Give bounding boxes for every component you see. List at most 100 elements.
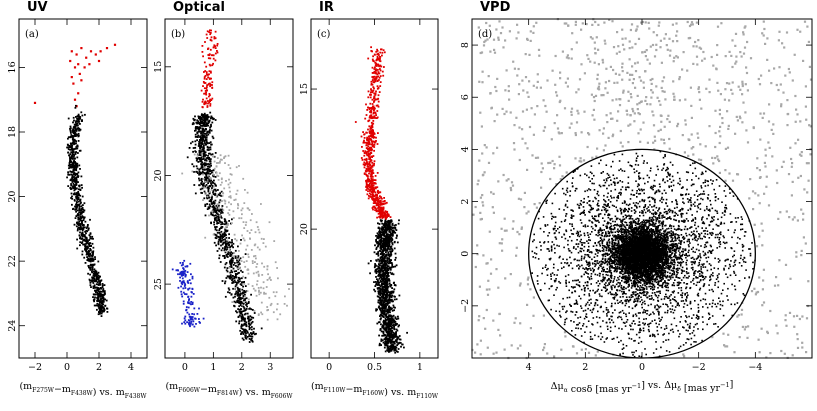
data-point xyxy=(179,280,181,282)
data-point xyxy=(71,164,74,166)
data-point xyxy=(204,151,207,154)
data-point xyxy=(762,279,765,282)
data-point xyxy=(209,104,212,107)
data-point xyxy=(678,99,681,102)
data-point xyxy=(479,339,482,342)
data-point xyxy=(69,148,72,151)
data-point xyxy=(239,329,242,332)
data-point xyxy=(650,82,653,85)
data-point xyxy=(619,129,622,133)
data-point xyxy=(185,306,188,308)
data-point xyxy=(390,296,393,298)
data-point xyxy=(229,195,232,197)
data-point xyxy=(374,71,377,74)
data-point xyxy=(208,101,210,104)
data-point xyxy=(393,247,396,250)
data-point xyxy=(389,271,392,274)
data-point xyxy=(374,202,377,204)
data-point xyxy=(73,184,76,186)
data-point xyxy=(389,336,392,338)
data-point xyxy=(199,152,202,154)
data-point xyxy=(594,354,597,357)
data-point xyxy=(218,201,221,204)
data-point xyxy=(241,291,244,294)
data-point xyxy=(202,144,205,147)
data-point xyxy=(77,191,80,193)
data-point xyxy=(793,325,796,328)
data-point xyxy=(214,119,217,121)
data-point xyxy=(228,248,231,251)
data-point xyxy=(198,307,200,310)
data-point xyxy=(87,224,89,226)
data-point xyxy=(216,250,219,252)
data-point xyxy=(513,124,516,127)
data-point xyxy=(378,281,380,284)
data-point xyxy=(383,51,386,54)
data-point xyxy=(219,154,222,157)
data-point xyxy=(598,82,601,85)
data-point xyxy=(208,31,211,33)
data-point xyxy=(570,48,573,51)
data-point xyxy=(365,114,368,116)
data-point xyxy=(96,277,99,280)
data-point xyxy=(193,307,196,310)
data-point xyxy=(255,271,258,274)
data-point xyxy=(199,123,201,125)
data-point xyxy=(184,265,187,268)
data-point xyxy=(79,117,82,120)
data-point xyxy=(373,60,375,63)
data-point xyxy=(191,163,194,166)
data-point xyxy=(391,249,394,251)
data-point xyxy=(216,222,218,225)
data-point xyxy=(203,156,205,159)
data-point xyxy=(266,279,269,281)
data-point xyxy=(213,174,215,176)
data-point xyxy=(70,171,73,173)
data-point xyxy=(244,285,247,287)
data-point xyxy=(209,85,211,88)
data-point xyxy=(528,125,532,129)
data-point xyxy=(362,131,364,133)
data-point xyxy=(227,212,230,214)
data-point xyxy=(495,351,498,354)
data-point xyxy=(180,285,182,288)
data-point xyxy=(373,164,375,167)
data-point xyxy=(75,179,78,181)
data-point xyxy=(83,217,85,220)
data-point xyxy=(209,126,211,129)
data-point xyxy=(193,171,195,173)
data-point xyxy=(250,322,253,324)
data-point xyxy=(244,224,247,226)
data-point xyxy=(231,241,233,243)
data-point xyxy=(376,270,379,273)
data-point xyxy=(187,296,189,298)
data-point xyxy=(230,173,233,176)
data-point xyxy=(258,289,260,292)
data-point xyxy=(75,178,78,180)
data-point xyxy=(605,114,608,117)
data-point xyxy=(70,183,72,185)
data-point xyxy=(74,133,77,136)
data-point xyxy=(390,245,393,248)
data-point xyxy=(202,147,205,149)
data-point xyxy=(381,51,384,54)
data-point xyxy=(72,182,75,185)
ir-points xyxy=(354,46,408,354)
data-point xyxy=(89,252,92,255)
data-point xyxy=(97,287,100,289)
data-point xyxy=(372,86,375,88)
data-point xyxy=(206,89,208,92)
data-point xyxy=(374,93,377,96)
data-point xyxy=(69,160,71,163)
data-point xyxy=(268,221,271,224)
data-point xyxy=(726,146,730,149)
data-point xyxy=(239,294,241,297)
data-point xyxy=(270,302,273,305)
data-point xyxy=(650,89,653,92)
data-point xyxy=(390,308,392,311)
data-point xyxy=(216,206,219,209)
data-point xyxy=(389,250,391,253)
data-point xyxy=(183,317,186,320)
data-point xyxy=(200,132,202,135)
data-point xyxy=(80,209,83,212)
